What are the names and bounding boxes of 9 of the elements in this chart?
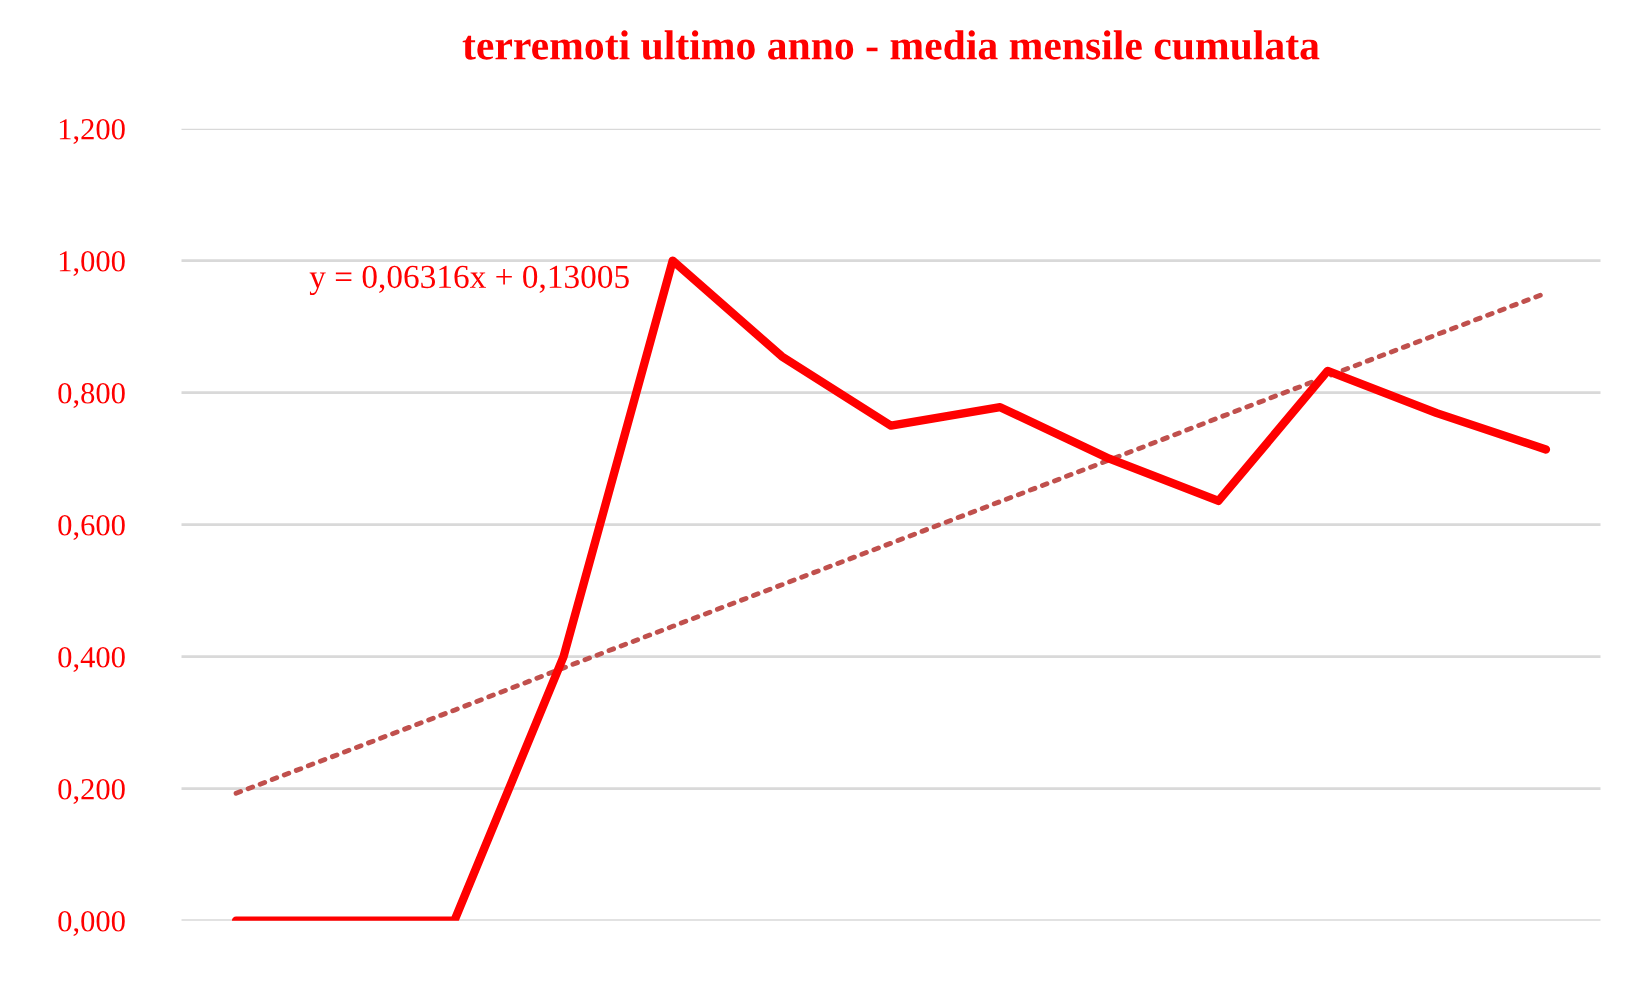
y-tick-label: 1,000 <box>59 250 125 276</box>
y-tick-label: 0,200 <box>58 778 125 804</box>
y-tick-label: 0,400 <box>58 646 125 672</box>
chart-title: terremoti ultimo anno - media mensile cumulata <box>462 30 1320 60</box>
y-tick-label: 1,200 <box>59 118 125 144</box>
y-tick-label: 0,600 <box>58 514 125 540</box>
y-tick-label: 0,000 <box>58 910 125 936</box>
y-tick-label: 0,800 <box>58 382 125 408</box>
annotation: y = 0,06316x + 0,13005 <box>309 265 629 296</box>
